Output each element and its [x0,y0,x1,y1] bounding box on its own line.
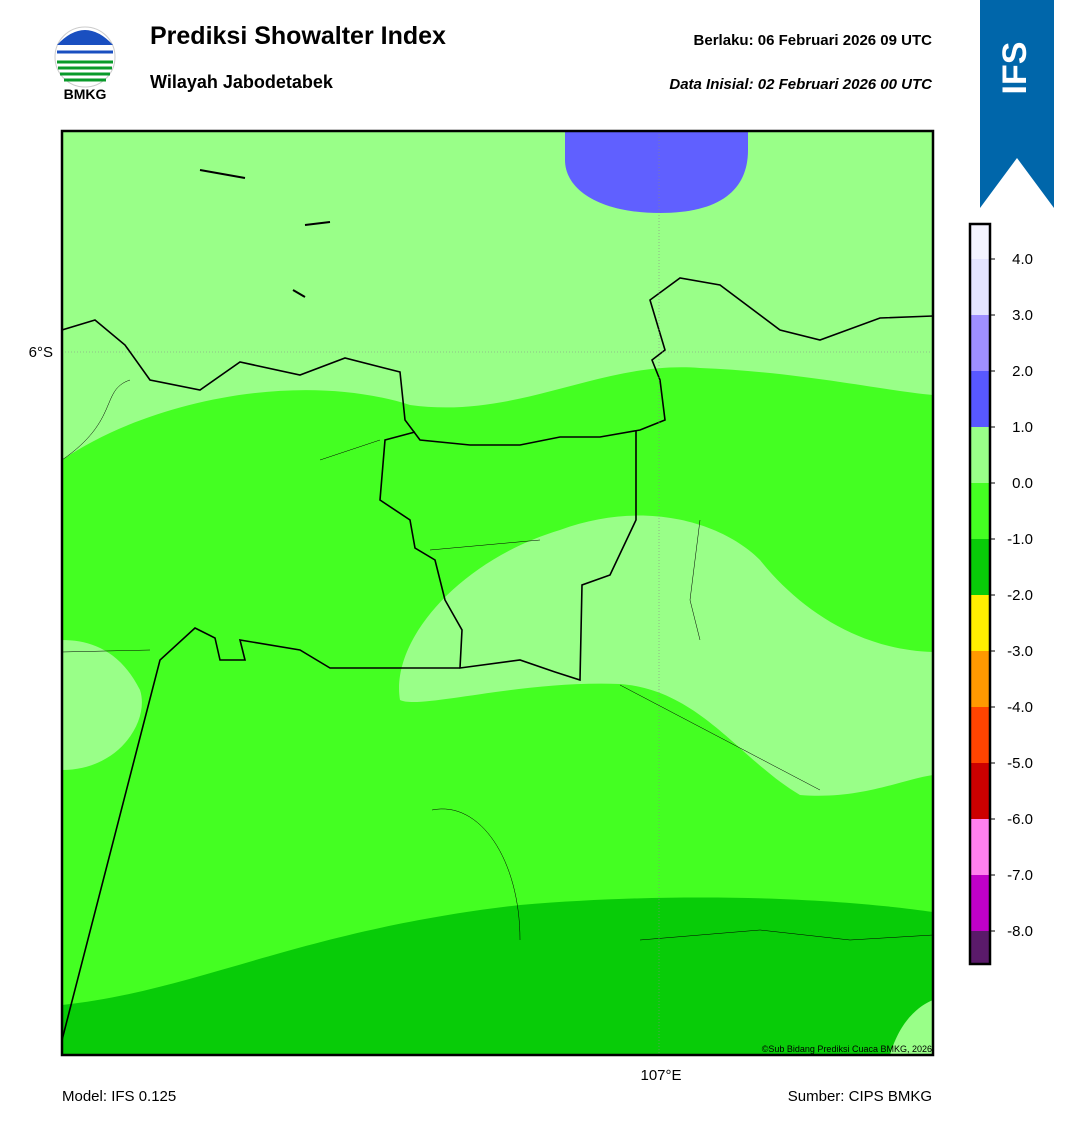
colorbar-label: 4.0 [1012,251,1033,268]
title: Prediksi Showalter Index [150,22,446,50]
lon-label: 107°E [640,1067,681,1084]
init-time: Data Inisial: 02 Februari 2026 00 UTC [669,76,933,93]
model: Model: IFS 0.125 [62,1088,176,1105]
colorbar-segment [970,819,990,875]
colorbar-segment [970,763,990,819]
colorbar-label: -1.0 [1007,531,1033,548]
colorbar-label: -7.0 [1007,867,1033,884]
colorbar-segment [970,875,990,931]
credit: ©Sub Bidang Prediksi Cuaca BMKG, 2026 [762,1044,932,1054]
colorbar-segment [970,539,990,595]
colorbar-label: -4.0 [1007,699,1033,716]
colorbar-segment [970,224,990,259]
badge [980,0,1054,208]
colorbar-label: -3.0 [1007,643,1033,660]
colorbar-segment [970,371,990,427]
colorbar-label: -2.0 [1007,587,1033,604]
map [62,131,933,1055]
colorbar-label: 3.0 [1012,307,1033,324]
colorbar-segment [970,315,990,371]
source: Sumber: CIPS BMKG [788,1088,932,1105]
colorbar-label: -8.0 [1007,923,1033,940]
subtitle: Wilayah Jabodetabek [150,72,334,92]
colorbar-label: 2.0 [1012,363,1033,380]
logo-text: BMKG [64,86,107,102]
logo: BMKG [54,26,116,102]
colorbar-label: -6.0 [1007,811,1033,828]
colorbar-segment [970,931,990,964]
valid-time: Berlaku: 06 Februari 2026 09 UTC [694,32,933,49]
colorbar-segment [970,259,990,315]
colorbar: 4.0 3.0 2.0 1.0 0.0 -1.0 -2.0 -3.0 -4.0 -5.0 -6.0 -… [968,222,1033,966]
colorbar-segment [970,483,990,539]
colorbar-segment [970,707,990,763]
colorbar-segment [970,427,990,483]
colorbar-label: 1.0 [1012,419,1033,436]
colorbar-segment [970,595,990,651]
map-frame [60,129,935,1057]
colorbar-label: 0.0 [1012,475,1033,492]
badge-text: IFS [996,42,1034,95]
colorbar-frame [968,222,992,966]
colorbar-label: -5.0 [1007,755,1033,772]
lat-label: 6°S [29,344,53,361]
colorbar-segment [970,651,990,707]
